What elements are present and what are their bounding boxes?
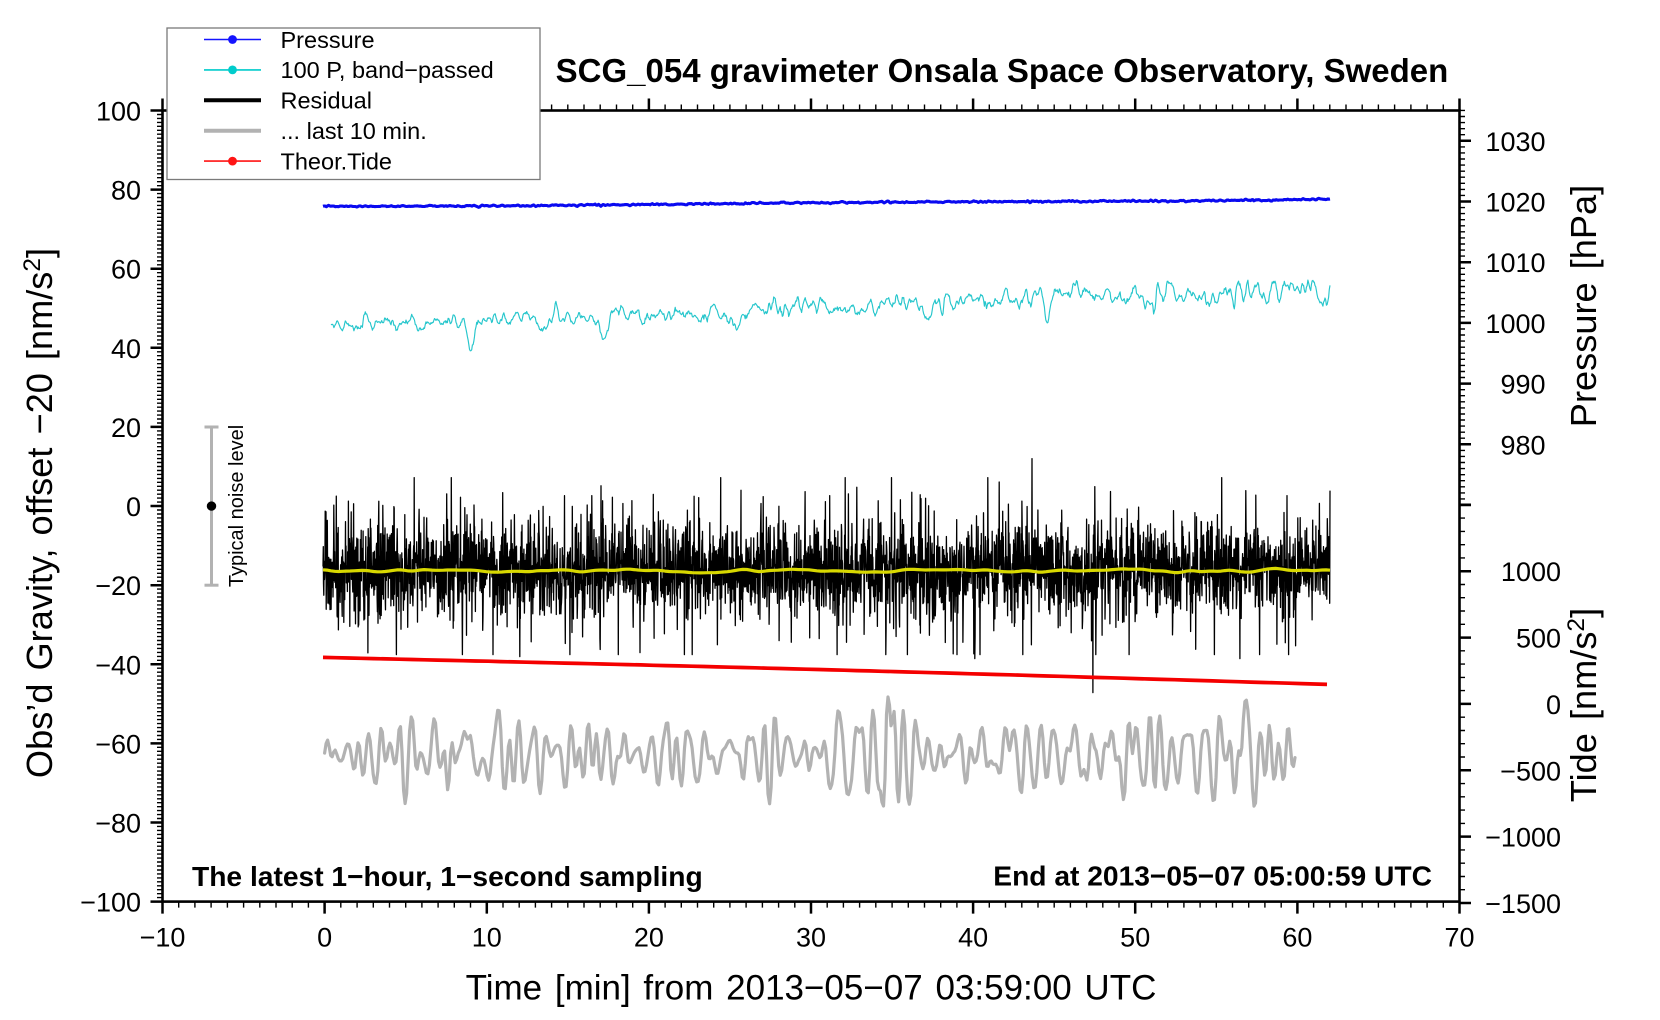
svg-text:Tide [nm/s2]: Tide [nm/s2] xyxy=(1563,608,1604,802)
svg-text:30: 30 xyxy=(796,923,826,953)
svg-text:−500: −500 xyxy=(1500,756,1561,786)
svg-text:... last 10 min.: ... last 10 min. xyxy=(281,118,427,144)
svg-text:70: 70 xyxy=(1444,923,1474,953)
svg-text:980: 980 xyxy=(1500,430,1545,460)
svg-text:Time [min] from 2013−05−07 03:: Time [min] from 2013−05−07 03:59:00 UTC xyxy=(466,969,1157,1008)
svg-text:1000: 1000 xyxy=(1485,309,1545,339)
svg-text:0: 0 xyxy=(317,923,332,953)
svg-text:500: 500 xyxy=(1516,624,1561,654)
svg-text:−20: −20 xyxy=(95,571,141,601)
svg-text:1020: 1020 xyxy=(1485,188,1545,218)
svg-text:100: 100 xyxy=(96,97,141,127)
svg-text:990: 990 xyxy=(1500,370,1545,400)
svg-text:60: 60 xyxy=(111,255,141,285)
svg-text:End at 2013−05−07 05:00:59 UTC: End at 2013−05−07 05:00:59 UTC xyxy=(993,860,1432,892)
svg-text:−80: −80 xyxy=(95,809,141,839)
svg-text:Typical noise level: Typical noise level xyxy=(226,425,248,587)
svg-text:−40: −40 xyxy=(95,650,141,680)
svg-text:−1500: −1500 xyxy=(1485,889,1561,919)
svg-text:10: 10 xyxy=(472,923,502,953)
svg-text:1030: 1030 xyxy=(1485,127,1545,157)
svg-text:0: 0 xyxy=(1546,690,1561,720)
svg-text:Residual: Residual xyxy=(281,88,372,114)
svg-text:Pressure: Pressure xyxy=(281,27,375,53)
svg-text:0: 0 xyxy=(126,492,141,522)
svg-text:−60: −60 xyxy=(95,729,141,759)
svg-text:Pressure [hPa]: Pressure [hPa] xyxy=(1563,185,1604,427)
svg-text:The latest 1−hour, 1−second sa: The latest 1−hour, 1−second sampling xyxy=(192,860,703,892)
svg-text:50: 50 xyxy=(1120,923,1150,953)
svg-text:20: 20 xyxy=(634,923,664,953)
svg-text:40: 40 xyxy=(111,334,141,364)
svg-text:80: 80 xyxy=(111,176,141,206)
svg-text:100 P, band−passed: 100 P, band−passed xyxy=(281,57,494,83)
svg-text:−100: −100 xyxy=(80,888,141,918)
svg-text:SCG_054 gravimeter Onsala Spac: SCG_054 gravimeter Onsala Space Observat… xyxy=(556,52,1449,89)
svg-text:−10: −10 xyxy=(140,923,186,953)
svg-text:−1000: −1000 xyxy=(1485,823,1561,853)
svg-text:1000: 1000 xyxy=(1501,557,1561,587)
svg-text:1010: 1010 xyxy=(1485,248,1545,278)
svg-text:40: 40 xyxy=(958,923,988,953)
svg-text:20: 20 xyxy=(111,413,141,443)
svg-text:Obs’d Gravity, offset −20 [nm/: Obs’d Gravity, offset −20 [nm/s2] xyxy=(19,248,60,778)
svg-text:60: 60 xyxy=(1282,923,1312,953)
svg-text:Theor.Tide: Theor.Tide xyxy=(281,148,392,174)
